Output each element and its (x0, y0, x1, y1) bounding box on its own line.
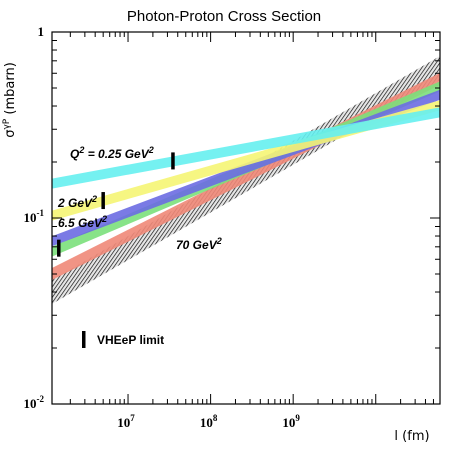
y-axis-label: σγP (mbarn) (2, 62, 18, 138)
x-tick-label: 109 (282, 413, 300, 430)
x-tick-label: 108 (200, 413, 218, 430)
legend-label: VHEeP limit (97, 333, 164, 347)
axis-ticks (52, 31, 441, 405)
limit-markers (57, 152, 175, 257)
y-tick-label: 10-1 (24, 208, 45, 225)
x-axis-label: l (fm) (394, 429, 429, 444)
limit-marker (57, 239, 61, 257)
chart-title: Photon-Proton Cross Section (127, 8, 321, 25)
limit-marker (171, 152, 175, 170)
limit-marker (101, 192, 105, 210)
y-tick-label: 1 (38, 24, 45, 39)
legend-marker (82, 331, 86, 348)
series-band (52, 107, 440, 189)
legend: VHEeP limit (82, 331, 164, 348)
series-label: 70 GeV2 (176, 236, 222, 252)
series-label: 2 GeV2 (57, 194, 97, 210)
x-tick-label: 107 (117, 413, 135, 430)
y-tick-label: 10-2 (24, 394, 45, 411)
series-label: 6.5 GeV2 (58, 214, 107, 230)
series-annotations: Q2 = 0.25 GeV2 2 GeV2 6.5 GeV2 70 GeV2 (57, 145, 222, 252)
series-label: Q2 = 0.25 GeV2 (70, 145, 154, 161)
series-bands (52, 56, 440, 305)
